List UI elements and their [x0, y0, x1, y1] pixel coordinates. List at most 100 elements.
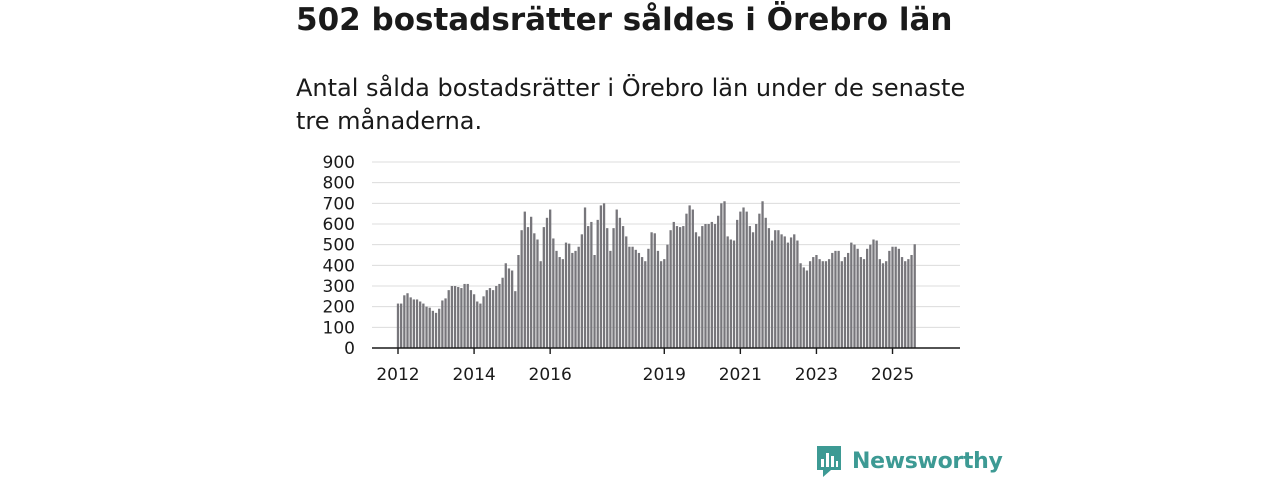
y-tick-label: 700: [323, 194, 355, 214]
bar: [568, 243, 571, 348]
bar: [729, 239, 732, 348]
bar: [447, 290, 450, 348]
bar: [476, 301, 479, 348]
brand-name: Newsworthy: [852, 448, 1003, 474]
bar: [900, 257, 904, 348]
bar: [872, 239, 875, 348]
bar: [789, 237, 793, 348]
bar: [840, 261, 843, 348]
bar: [846, 252, 850, 348]
bar: [808, 261, 812, 348]
bar: [609, 250, 612, 348]
bar: [783, 236, 786, 348]
bar: [561, 259, 564, 348]
bar: [761, 201, 764, 348]
bar: [682, 226, 685, 348]
x-tick-label: 2016: [529, 365, 572, 385]
bar: [479, 303, 482, 348]
bar: [812, 257, 815, 348]
bar: [786, 242, 790, 348]
x-tick-label: 2019: [643, 365, 686, 385]
bar: [869, 244, 872, 348]
bar: [415, 299, 419, 348]
bar: [507, 268, 511, 348]
bar: [742, 207, 745, 348]
bar: [678, 227, 682, 348]
bar: [827, 259, 831, 348]
x-axis: [372, 347, 960, 354]
bar: [517, 255, 520, 348]
bar: [536, 239, 539, 348]
bar: [821, 261, 824, 348]
bar: [656, 250, 660, 348]
bar: [866, 248, 869, 348]
bar: [644, 261, 647, 348]
y-tick-label: 200: [323, 298, 355, 318]
bar: [472, 294, 476, 348]
logo-bar-2: [826, 453, 829, 467]
bar: [663, 259, 666, 348]
bar: [758, 213, 761, 348]
chart-title: 502 bostadsrätter såldes i Örebro län: [296, 2, 953, 38]
bar: [615, 209, 618, 348]
y-tick-label: 300: [323, 277, 355, 297]
bar: [422, 303, 425, 348]
bar: [907, 259, 910, 348]
bar: [596, 219, 599, 348]
bar: [523, 211, 526, 348]
bar: [495, 286, 498, 348]
bar: [659, 261, 663, 348]
bar: [885, 261, 888, 348]
bar: [539, 261, 542, 348]
bar: [514, 291, 517, 348]
y-tick-label: 600: [323, 215, 355, 235]
bar: [875, 240, 878, 348]
bar: [850, 242, 853, 348]
bar: [777, 230, 780, 348]
bar: [590, 221, 593, 348]
bar: [498, 283, 501, 348]
bar: [672, 221, 675, 348]
x-tick-label: 2014: [452, 365, 495, 385]
bar: [780, 234, 783, 348]
bar: [549, 209, 552, 348]
bar: [723, 201, 726, 348]
data-label-latest: 502: [908, 0, 940, 5]
bar: [571, 252, 574, 348]
bar: [688, 205, 691, 348]
bar: [701, 226, 704, 348]
bar: [501, 277, 504, 348]
bar: [881, 263, 885, 348]
bar: [799, 263, 802, 348]
bar: [713, 224, 717, 348]
bar: [764, 217, 767, 348]
bar: [653, 233, 656, 348]
bars: [396, 201, 916, 348]
bar: [862, 259, 866, 348]
bar: [748, 226, 752, 348]
bar: [634, 249, 637, 348]
bar: [704, 224, 707, 348]
bar: [434, 312, 438, 348]
bar: [577, 246, 580, 348]
bar: [698, 236, 701, 348]
bar: [904, 261, 907, 348]
bar: [428, 307, 431, 348]
bar: [431, 310, 435, 348]
bar: [796, 240, 799, 348]
bar: [755, 224, 758, 348]
bar: [805, 270, 809, 348]
bar: [457, 287, 460, 348]
bar: [542, 227, 545, 348]
bar: [583, 207, 587, 348]
y-tick-label: 800: [323, 174, 355, 194]
y-tick-label: 900: [323, 153, 355, 173]
bar: [831, 252, 834, 348]
bar: [625, 236, 628, 348]
y-tick-label: 500: [323, 236, 355, 256]
bar: [717, 215, 720, 348]
bar: [491, 290, 495, 348]
bar: [793, 234, 796, 348]
